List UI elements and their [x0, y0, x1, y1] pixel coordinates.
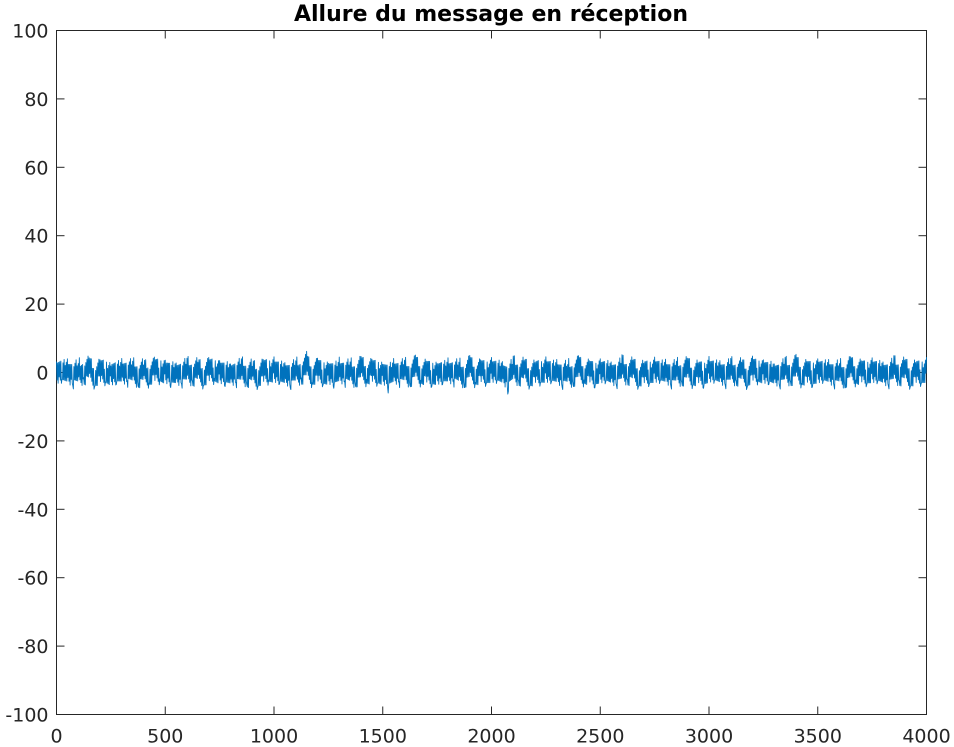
- y-tick-label: 0: [36, 363, 48, 385]
- x-tick-label: 1000: [250, 726, 298, 747]
- y-tick-label: 40: [24, 226, 48, 248]
- series-line-0: [56, 350, 927, 395]
- x-axis-tick-labels: 0 500 1000 1500 2000 2500 3000 3500 4000: [50, 726, 950, 747]
- x-tick-label: 0: [50, 726, 62, 747]
- series-layer: [56, 350, 927, 395]
- y-tick-label: -20: [17, 431, 48, 453]
- y-tick-label: -80: [17, 636, 48, 658]
- y-tick-label: 80: [24, 89, 48, 111]
- x-tick-label: 500: [147, 726, 183, 747]
- x-tick-label: 4000: [902, 726, 950, 747]
- y-tick-label: 60: [24, 157, 48, 179]
- x-tick-label: 1500: [359, 726, 407, 747]
- x-tick-label: 3500: [794, 726, 842, 747]
- y-tick-label: -60: [17, 568, 48, 590]
- axis-ticks: [56, 30, 927, 715]
- x-tick-label: 3000: [685, 726, 733, 747]
- y-tick-label: 20: [24, 294, 48, 316]
- chart-title: Allure du message en réception: [294, 2, 688, 27]
- y-tick-label: -100: [5, 705, 48, 727]
- x-tick-label: 2500: [576, 726, 624, 747]
- x-tick-label: 2000: [467, 726, 515, 747]
- y-tick-label: -40: [17, 499, 48, 521]
- y-tick-label: 100: [12, 21, 48, 43]
- y-axis-tick-labels: 100 80 60 40 20 0 -20 -40 -60 -80 -100: [5, 21, 48, 727]
